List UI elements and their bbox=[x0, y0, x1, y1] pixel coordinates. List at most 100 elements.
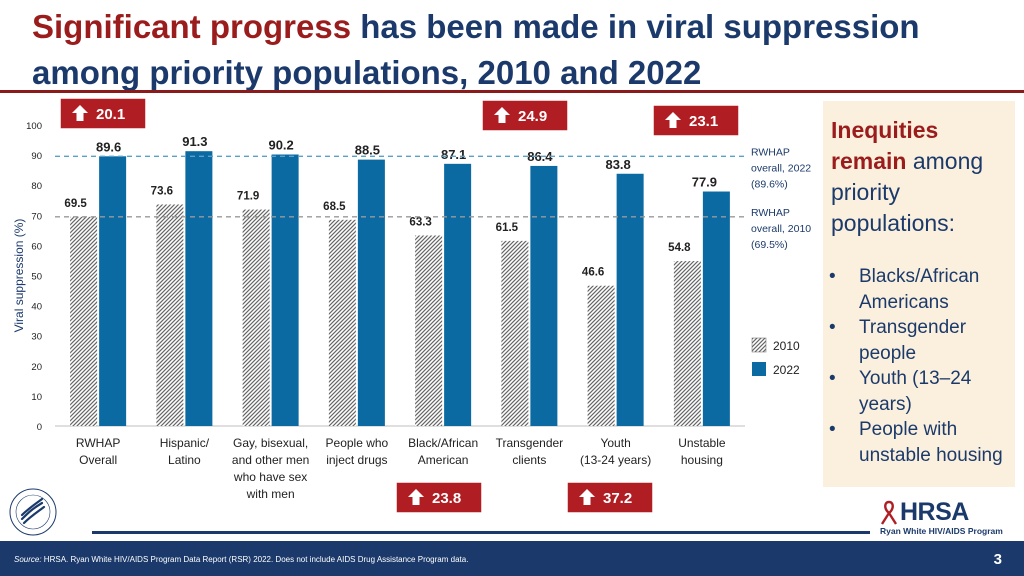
data-label-2010: 73.6 bbox=[151, 185, 173, 197]
list-item: • People with unstable housing bbox=[829, 417, 1015, 468]
x-tick-label: Black/African bbox=[408, 436, 478, 450]
logo-name: HRSA bbox=[900, 498, 969, 526]
page-title: Significant progress has been made in vi… bbox=[32, 4, 932, 96]
logo-program: Ryan White HIV/AIDS Program bbox=[880, 526, 1003, 536]
reference-line-label: RWHAP bbox=[751, 207, 790, 219]
data-label-2010: 46.6 bbox=[582, 267, 604, 279]
increase-callout bbox=[59, 97, 147, 130]
title-rule bbox=[0, 90, 1024, 93]
page-number: 3 bbox=[993, 551, 1002, 568]
hhs-seal-icon bbox=[9, 488, 57, 536]
y-tick-label: 30 bbox=[31, 332, 42, 343]
data-label-2010: 63.3 bbox=[409, 216, 431, 228]
data-label-2022: 89.6 bbox=[96, 139, 121, 154]
up-arrow-icon bbox=[72, 105, 88, 121]
bar-2010 bbox=[673, 261, 701, 426]
y-tick-label: 0 bbox=[37, 422, 42, 433]
y-tick-label: 90 bbox=[31, 151, 42, 162]
hrsa-logo: HRSA Ryan White HIV/AIDS Program bbox=[878, 498, 1008, 540]
y-tick-label: 80 bbox=[31, 181, 42, 192]
increase-callout bbox=[652, 104, 740, 137]
legend-swatch-2010 bbox=[751, 337, 767, 353]
bar-2010 bbox=[242, 209, 270, 426]
list-item-text: Transgender people bbox=[859, 317, 967, 364]
reference-line-label: (69.5%) bbox=[751, 239, 788, 251]
y-axis-label: Viral suppression (%) bbox=[12, 219, 26, 333]
bullet-icon: • bbox=[829, 317, 836, 338]
y-tick-label: 60 bbox=[31, 241, 42, 252]
increase-value: 20.1 bbox=[96, 106, 125, 123]
data-label-2010: 61.5 bbox=[496, 222, 519, 234]
increase-value: 23.1 bbox=[689, 113, 718, 130]
x-tick-label: (13-24 years) bbox=[580, 453, 651, 467]
x-tick-label: Youth bbox=[600, 436, 630, 450]
bar-chart: Viral suppression (%) 0 10 20 30 40 50 60 70 80 90… bbox=[12, 97, 811, 514]
data-label-2010: 71.9 bbox=[237, 191, 259, 203]
bar-2022 bbox=[702, 191, 730, 426]
x-tick-label: Unstable bbox=[678, 436, 726, 450]
list-item-text: People with unstable housing bbox=[859, 419, 1003, 466]
up-arrow-icon bbox=[408, 489, 424, 505]
data-label-2022: 90.2 bbox=[268, 137, 293, 152]
up-arrow-icon bbox=[579, 489, 595, 505]
y-tick-label: 100 bbox=[26, 121, 42, 132]
x-tick-label: who have sex bbox=[233, 470, 307, 484]
increase-value: 23.8 bbox=[432, 490, 461, 507]
y-tick-label: 20 bbox=[31, 362, 42, 373]
reference-line-label: overall, 2022 bbox=[751, 162, 811, 174]
up-arrow-icon bbox=[494, 107, 510, 123]
bar-2022 bbox=[616, 173, 644, 426]
bullet-icon: • bbox=[829, 419, 836, 440]
increase-value: 37.2 bbox=[603, 490, 632, 507]
inequities-heading: Inequities remain among priority populati… bbox=[831, 115, 1011, 239]
data-label-2010: 69.5 bbox=[64, 198, 87, 210]
x-tick-label: American bbox=[418, 453, 469, 467]
y-tick-label: 40 bbox=[31, 302, 42, 313]
y-tick-label: 70 bbox=[31, 211, 42, 222]
increase-value: 24.9 bbox=[518, 108, 547, 125]
data-label-2010: 68.5 bbox=[323, 201, 346, 213]
data-label-2022: 88.5 bbox=[355, 143, 380, 158]
list-item-text: Blacks/African Americans bbox=[859, 266, 980, 313]
increase-callout bbox=[566, 481, 654, 514]
y-tick-label: 10 bbox=[31, 392, 42, 403]
data-label-2022: 87.1 bbox=[441, 147, 466, 162]
x-tick-label: Latino bbox=[168, 453, 201, 467]
heading-rest: among priority populations: bbox=[831, 148, 984, 236]
title-highlight: Significant progress bbox=[32, 8, 352, 45]
data-label-2022: 83.8 bbox=[605, 157, 630, 172]
legend-label-2022: 2022 bbox=[773, 363, 800, 377]
data-label-2010: 54.8 bbox=[668, 242, 691, 254]
list-item: • Transgender people bbox=[829, 315, 1015, 366]
x-tick-label: clients bbox=[512, 453, 546, 467]
bar-2022 bbox=[271, 154, 299, 427]
y-tick-label: 50 bbox=[31, 272, 42, 283]
title-line2: among priority populations, 2010 and 202… bbox=[32, 54, 702, 91]
x-tick-label: Overall bbox=[79, 453, 117, 467]
x-tick-label: and other men bbox=[232, 453, 309, 467]
heading-highlight: Inequities bbox=[831, 117, 939, 143]
bar-2010 bbox=[328, 219, 356, 426]
bar-2022 bbox=[444, 163, 472, 426]
ribbon-icon bbox=[880, 500, 898, 525]
bar-2010 bbox=[156, 204, 184, 426]
reference-line-label: RWHAP bbox=[751, 146, 790, 158]
legend-label-2010: 2010 bbox=[773, 339, 800, 353]
inequities-list: • Blacks/African Americans • Transgender p… bbox=[829, 264, 1015, 468]
bar-2022 bbox=[99, 156, 127, 426]
bar-2010 bbox=[501, 240, 529, 426]
bar-2010 bbox=[587, 285, 615, 426]
increase-callout bbox=[481, 99, 569, 132]
x-tick-label: Gay, bisexual, bbox=[233, 436, 308, 450]
x-tick-label: housing bbox=[681, 453, 723, 467]
x-tick-label: People who bbox=[326, 436, 389, 450]
list-item: • Youth (13–24 years) bbox=[829, 366, 1015, 417]
up-arrow-icon bbox=[665, 112, 681, 128]
reference-line-label: overall, 2010 bbox=[751, 223, 811, 235]
bar-2022 bbox=[530, 165, 558, 426]
source-note: Source: HRSA. Ryan White HIV/AIDS Progra… bbox=[14, 555, 468, 564]
increase-callout bbox=[395, 481, 483, 514]
x-tick-label: Transgender bbox=[496, 436, 564, 450]
legend-swatch-2022 bbox=[752, 362, 766, 376]
x-tick-label: Hispanic/ bbox=[160, 436, 210, 450]
